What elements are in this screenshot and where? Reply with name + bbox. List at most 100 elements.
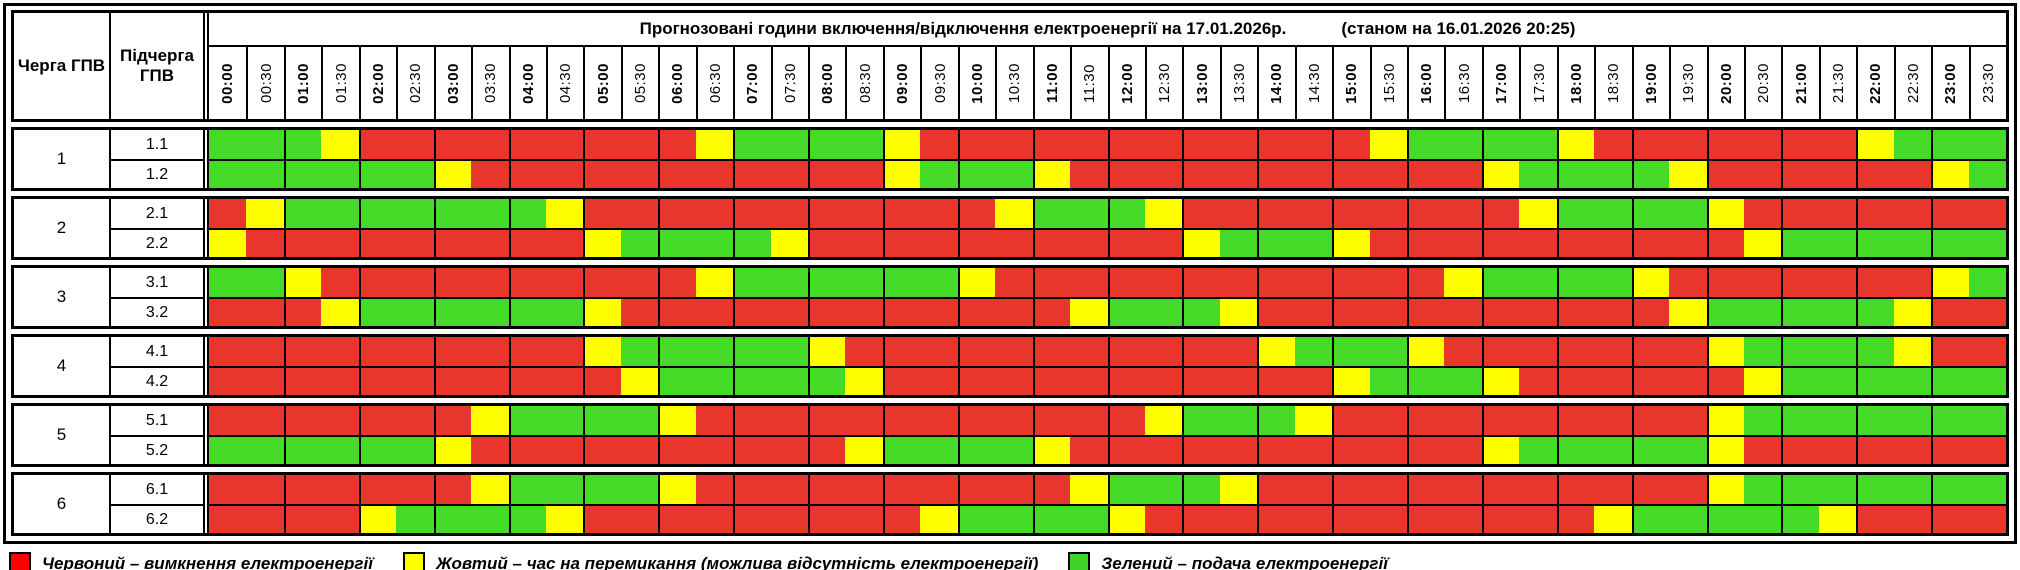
schedule-cell	[1444, 435, 1482, 464]
schedule-cell	[1144, 297, 1183, 326]
schedule-cell	[1407, 268, 1445, 297]
queue-number: 2	[14, 199, 111, 257]
schedule-cell	[733, 366, 771, 395]
schedule-cell	[1594, 130, 1632, 159]
schedule-cell	[545, 435, 584, 464]
schedule-cell	[1594, 199, 1632, 228]
schedule-cell	[1594, 228, 1632, 257]
schedule-cell	[1556, 337, 1595, 366]
time-slot-label: 05:00	[583, 47, 620, 119]
time-slot-label-text: 03:30	[482, 62, 500, 104]
schedule-cell	[1144, 504, 1183, 533]
schedule-cell	[1818, 337, 1857, 366]
time-slot-label-text: 06:00	[669, 62, 687, 104]
schedule-cell	[1856, 130, 1894, 159]
schedule-cell	[396, 228, 434, 257]
schedule-cell	[1818, 475, 1857, 504]
time-slot-label-text: 01:30	[332, 62, 350, 104]
schedule-cell	[471, 406, 509, 435]
schedule-cell	[508, 435, 546, 464]
schedule-cell	[695, 159, 734, 188]
legend: Червоний – вимкнення електроенергії Жовт…	[3, 544, 2017, 570]
schedule-cell	[957, 130, 996, 159]
schedule-cell	[733, 228, 771, 257]
schedule-cell	[471, 337, 509, 366]
time-slot-label-text: 04:00	[519, 62, 537, 104]
time-slot-label-text: 12:30	[1156, 62, 1174, 104]
schedule-cell	[508, 475, 546, 504]
schedule-cell	[471, 130, 509, 159]
schedule-cell	[1219, 199, 1258, 228]
schedule-cell	[1669, 199, 1707, 228]
schedule-cell	[209, 130, 247, 159]
time-slot-label: 16:30	[1444, 47, 1481, 119]
time-slot-label: 14:00	[1257, 47, 1294, 119]
schedule-cell	[1182, 504, 1220, 533]
schedule-cell	[1070, 406, 1108, 435]
schedule-cell	[471, 268, 509, 297]
schedule-cell	[283, 130, 322, 159]
schedule-cell	[845, 228, 883, 257]
schedule-cell	[920, 130, 958, 159]
time-slot-label: 07:30	[770, 47, 808, 119]
schedule-cell	[1594, 159, 1632, 188]
schedule-cell	[1407, 406, 1445, 435]
schedule-cell	[396, 268, 434, 297]
time-slot-label-text: 23:00	[1942, 62, 1960, 104]
schedule-cell	[1706, 268, 1744, 297]
schedule-cell	[1631, 366, 1670, 395]
schedule-cell	[845, 366, 883, 395]
schedule-cell	[433, 504, 472, 533]
schedule-cell	[920, 337, 958, 366]
schedule-cell	[321, 406, 359, 435]
schedule-cell	[1818, 268, 1857, 297]
schedule-cell	[358, 435, 397, 464]
schedule-cell	[1219, 159, 1258, 188]
schedule-cell	[1182, 159, 1220, 188]
subqueue-label: 1.2	[111, 159, 203, 188]
schedule-cell	[957, 366, 996, 395]
schedule-cell	[1743, 504, 1782, 533]
schedule-cell	[658, 159, 696, 188]
block-divider	[203, 199, 209, 257]
schedule-cell	[321, 366, 359, 395]
time-slot-label: 12:30	[1144, 47, 1182, 119]
schedule-cell	[508, 268, 546, 297]
schedule-cell	[358, 268, 397, 297]
schedule-cell	[1931, 159, 1969, 188]
schedule-cell	[283, 435, 322, 464]
time-slot-label-text: 09:30	[931, 62, 949, 104]
schedule-cell	[1182, 297, 1220, 326]
green-swatch-icon	[1068, 552, 1091, 570]
schedule-cell	[1968, 297, 2006, 326]
time-slot-label: 17:30	[1519, 47, 1556, 119]
schedule-cell	[1182, 406, 1220, 435]
schedule-cell	[1032, 130, 1071, 159]
schedule-cell	[1032, 504, 1071, 533]
schedule-cell	[246, 406, 284, 435]
schedule-cell	[1144, 366, 1183, 395]
schedule-cell	[882, 268, 921, 297]
schedule-cell	[1444, 130, 1482, 159]
schedule-cell	[620, 406, 659, 435]
schedule-cell	[1781, 297, 1819, 326]
schedule-cell	[1556, 159, 1595, 188]
schedule-cell	[957, 475, 996, 504]
schedule-cell	[1332, 337, 1370, 366]
schedule-cell	[1706, 297, 1744, 326]
schedule-cell	[1781, 268, 1819, 297]
schedule-cell	[1856, 504, 1894, 533]
schedule-cell	[1931, 228, 1969, 257]
time-slot-label: 22:00	[1856, 47, 1893, 119]
time-slot-label-text: 01:00	[295, 62, 313, 104]
schedule-cell	[396, 366, 434, 395]
schedule-cell	[321, 435, 359, 464]
schedule-cell	[283, 228, 322, 257]
schedule-header: Черга ГПВ Підчерга ГПВ Прогнозовані годи…	[11, 10, 2009, 122]
subqueue-label: 3.2	[111, 297, 203, 326]
schedule-cell	[209, 199, 247, 228]
schedule-cell	[1818, 435, 1857, 464]
schedule-cell	[1070, 366, 1108, 395]
schedule-cell	[1893, 337, 1932, 366]
schedule-cell	[1481, 366, 1520, 395]
